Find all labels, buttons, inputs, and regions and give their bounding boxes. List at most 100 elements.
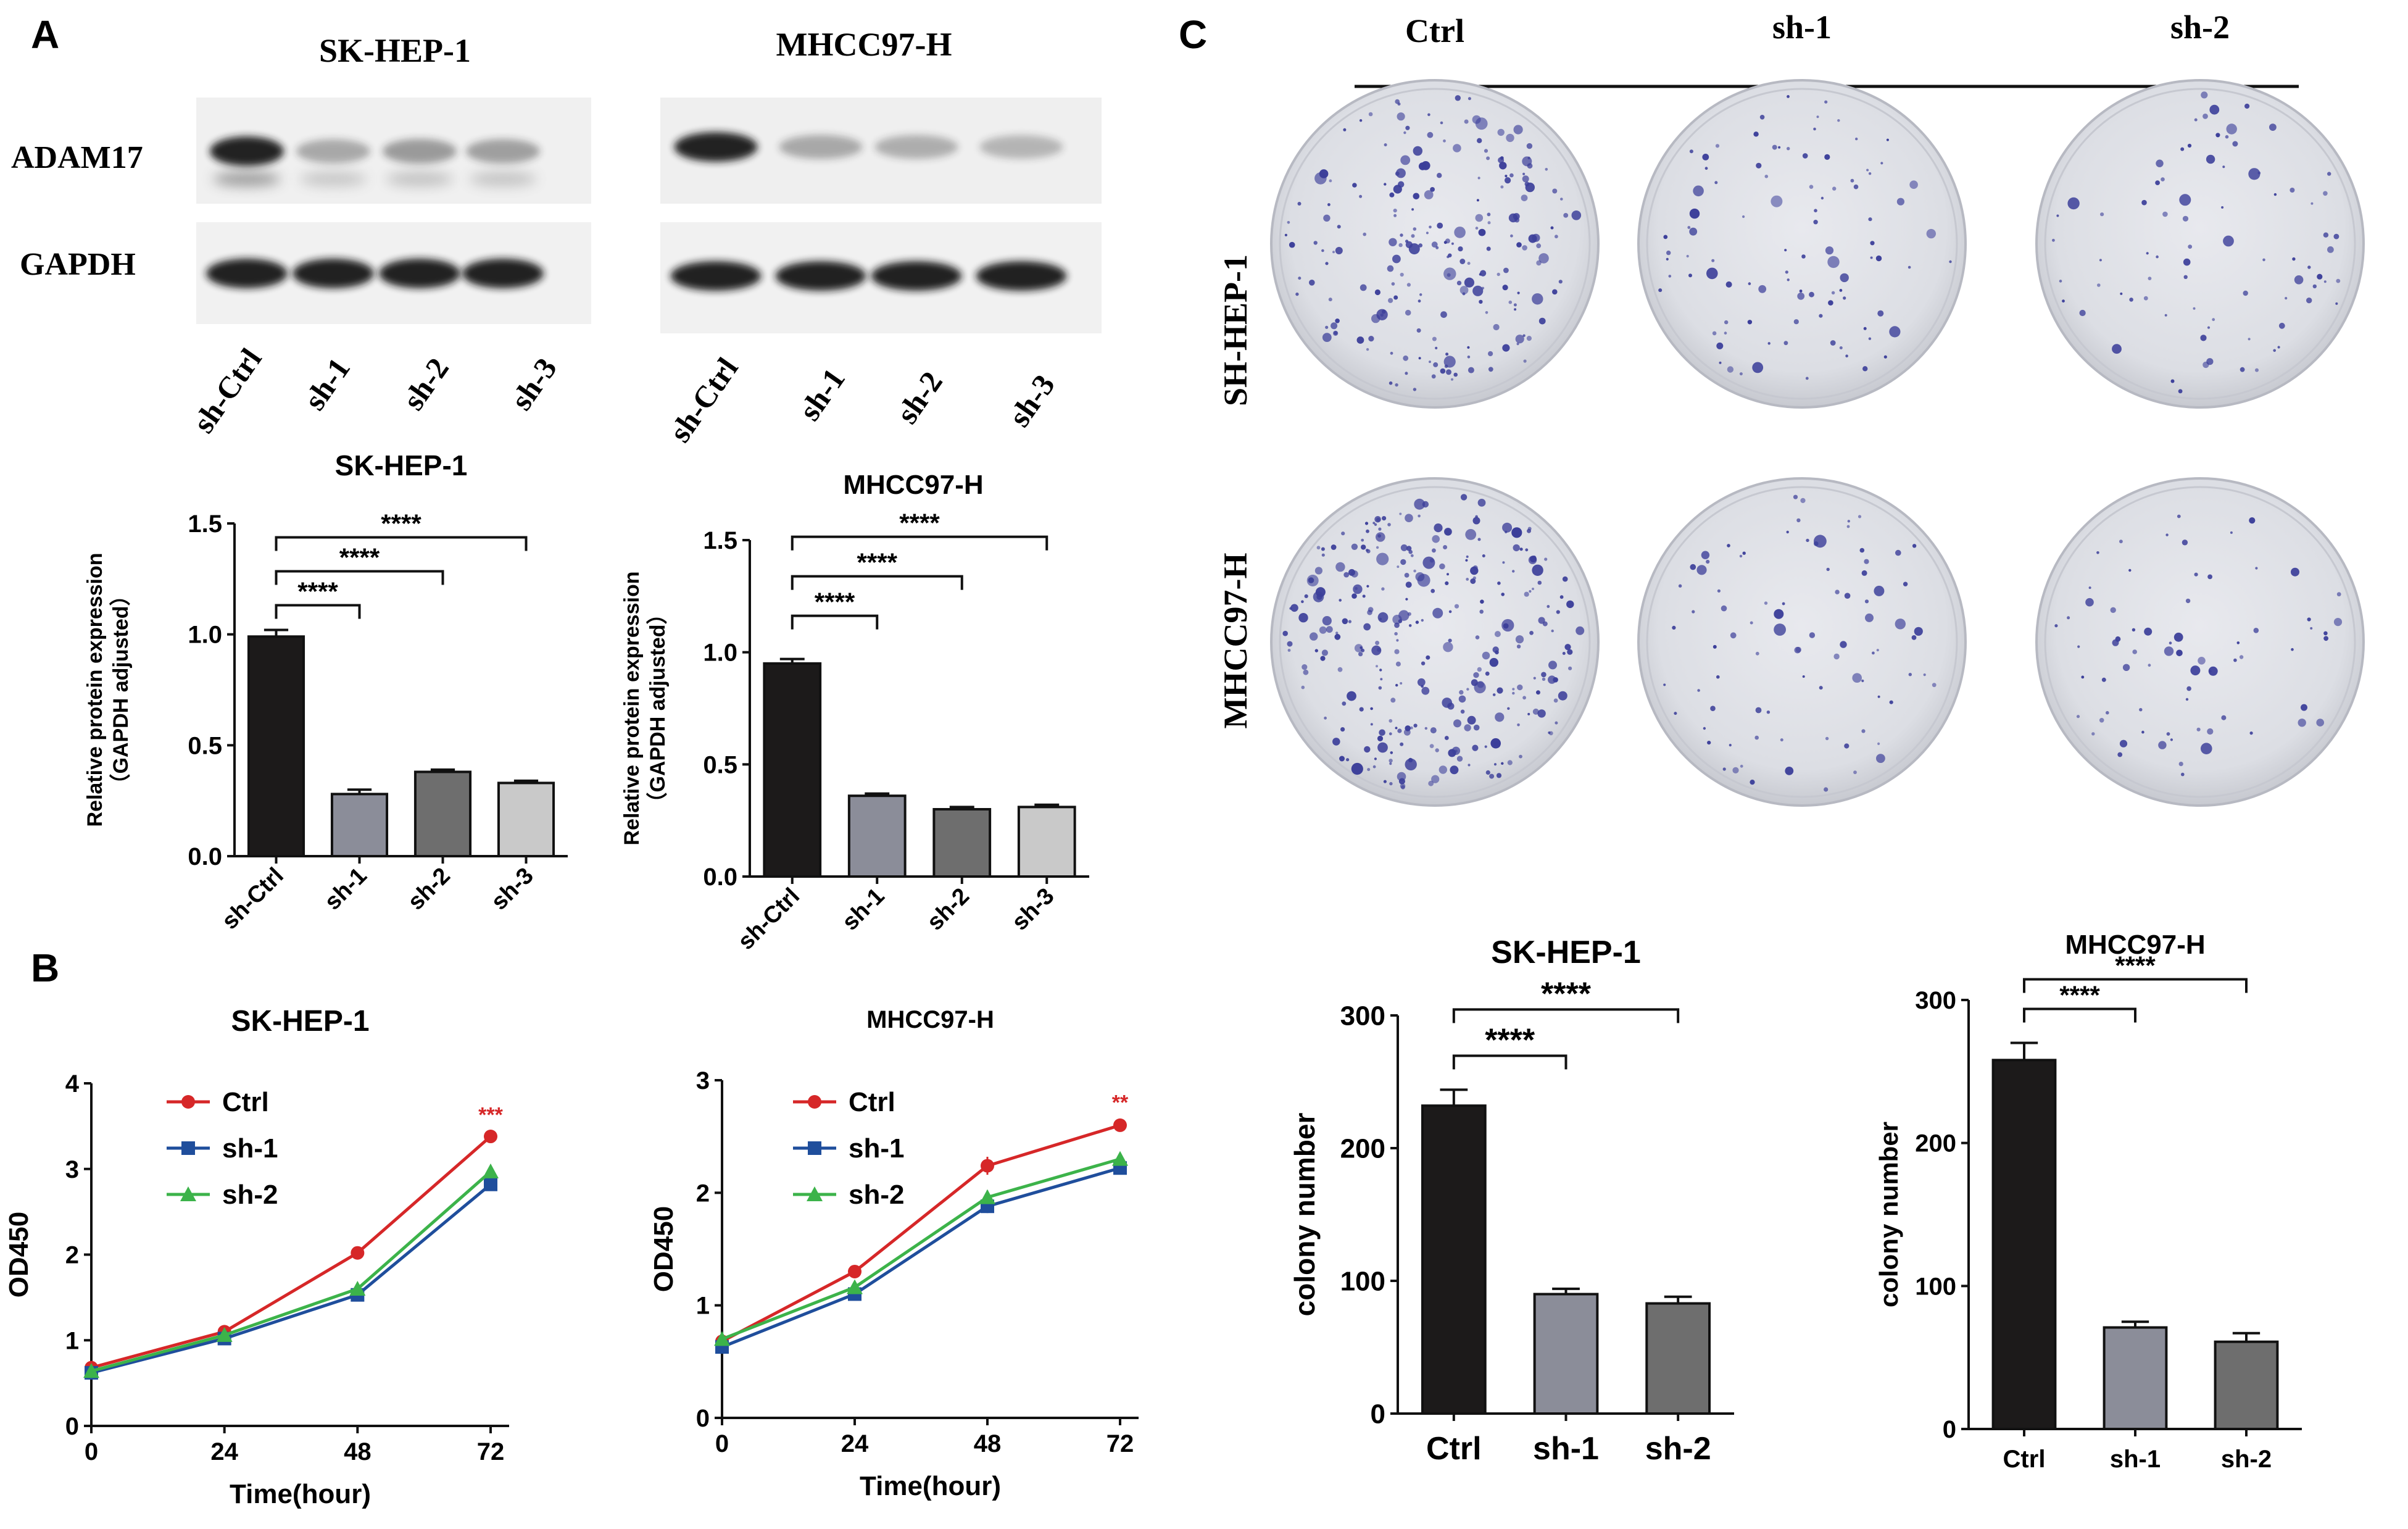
colony-dot (1527, 528, 1531, 533)
colony-dot (1410, 726, 1413, 730)
colony-dot (1417, 678, 1426, 686)
colony-dot (1527, 712, 1530, 715)
colony-dot (2249, 731, 2253, 735)
adam17-band-smear (213, 172, 281, 186)
colony-dot (1430, 187, 1435, 192)
colony-dot (1895, 549, 1901, 556)
colony-dot (1513, 125, 1523, 135)
colony-dot (1547, 605, 1550, 608)
bar (497, 781, 555, 858)
colony-dot (1359, 707, 1364, 712)
colony-dot (1538, 617, 1545, 624)
colony-dot (1805, 377, 1809, 380)
colony-dot (1343, 572, 1350, 578)
colony-dot (1353, 584, 1363, 594)
colony-dot (1319, 626, 1327, 634)
dish-plate (1637, 79, 1967, 409)
series-line-sh-2 (91, 1170, 492, 1373)
colony-dot (1405, 514, 1413, 522)
colony-dot (1551, 629, 1554, 633)
colony-dot (1416, 328, 1421, 333)
significance-label: **** (1485, 1022, 1535, 1058)
colony-dot (1282, 630, 1288, 636)
colony-dot (2117, 752, 2123, 757)
colony-dot (1422, 501, 1429, 508)
significance-label: ** (1112, 1091, 1129, 1114)
colony-dot (1704, 167, 1708, 170)
colony-dot (1332, 251, 1335, 254)
colony-dot (1364, 522, 1369, 525)
y-tick-label: 1.5 (188, 510, 222, 538)
colony-dot (1358, 652, 1363, 657)
colony-dot (1465, 559, 1468, 562)
culture-dish (1270, 79, 1600, 409)
colony-dot (2164, 314, 2167, 317)
colony-dot (1456, 756, 1463, 762)
y-axis-label: OD450 (4, 1212, 34, 1298)
colony-dot (2112, 344, 2122, 354)
colony-dot (1689, 227, 1698, 236)
colony-dot (1446, 369, 1451, 375)
colony-dot (1501, 762, 1504, 765)
colony-dot (1861, 570, 1867, 576)
lane-label: sh-2 (889, 365, 949, 430)
colony-dot (2148, 277, 2152, 280)
colony-dot (1334, 633, 1341, 640)
colony-dot (1429, 360, 1431, 364)
colony-dot (2298, 719, 2306, 727)
colony-dot (1408, 624, 1412, 627)
colony-dot (1837, 119, 1840, 122)
significance-label: *** (478, 1103, 503, 1127)
colony-dot (1727, 366, 1734, 373)
colony-dot (1303, 669, 1309, 675)
chart-title: MHCC97-H (843, 470, 983, 500)
data-point (484, 1177, 497, 1191)
culture-dish (2035, 79, 2365, 409)
colony-dot (1370, 723, 1373, 726)
colony-dot (2278, 322, 2285, 329)
colony-dot (1764, 601, 1768, 605)
y-tick-label: 100 (1340, 1266, 1385, 1296)
y-axis-label: colony number (1289, 1113, 1321, 1317)
colony-dot (1432, 607, 1443, 619)
colony-dot (1949, 260, 1952, 264)
colony-dot (1567, 649, 1573, 655)
colony-dot (1517, 291, 1520, 294)
chart-a1-sk-hep-1-protein: 0.00.51.01.5sh-Ctrl sh-1 sh-2 sh-3*********… (83, 449, 568, 935)
colony-dot (1377, 735, 1384, 741)
colony-dot (2222, 165, 2225, 169)
bar (330, 793, 389, 858)
bar (1017, 806, 1076, 878)
colony-dot (1390, 698, 1396, 703)
colony-dot (1686, 254, 1689, 258)
series-line-Ctrl (721, 1123, 1121, 1343)
colony-dot (1496, 773, 1502, 778)
colony-dot (2209, 670, 2212, 673)
colony-dot (1480, 599, 1484, 604)
colony-dot (2317, 273, 2323, 280)
colony-dot (1785, 767, 1794, 775)
colony-dot (2173, 632, 2183, 642)
colony-dot (1400, 544, 1408, 551)
significance-label: **** (297, 577, 338, 606)
colony-dot (1666, 257, 1669, 260)
colony-dot (1477, 177, 1480, 180)
colony-dot (1418, 357, 1421, 360)
colony-dot (2212, 318, 2215, 322)
colony-dot (1393, 214, 1397, 217)
colony-dot (1477, 667, 1482, 672)
colony-dot (1367, 609, 1372, 615)
colony-dot (1787, 95, 1790, 98)
colony-dot (1825, 736, 1829, 741)
colony-dot (1459, 259, 1466, 264)
colony-dot (1510, 234, 1513, 238)
colony-dot (1473, 724, 1480, 731)
colony-dot (1715, 144, 1720, 148)
colony-dot (2323, 636, 2329, 641)
colony-dot (1864, 599, 1869, 604)
colony-dot (1430, 589, 1435, 593)
colony-dot (1389, 192, 1395, 198)
colony-dot (2097, 283, 2101, 287)
colony-dot (1689, 149, 1693, 154)
colony-dot (1351, 762, 1363, 775)
